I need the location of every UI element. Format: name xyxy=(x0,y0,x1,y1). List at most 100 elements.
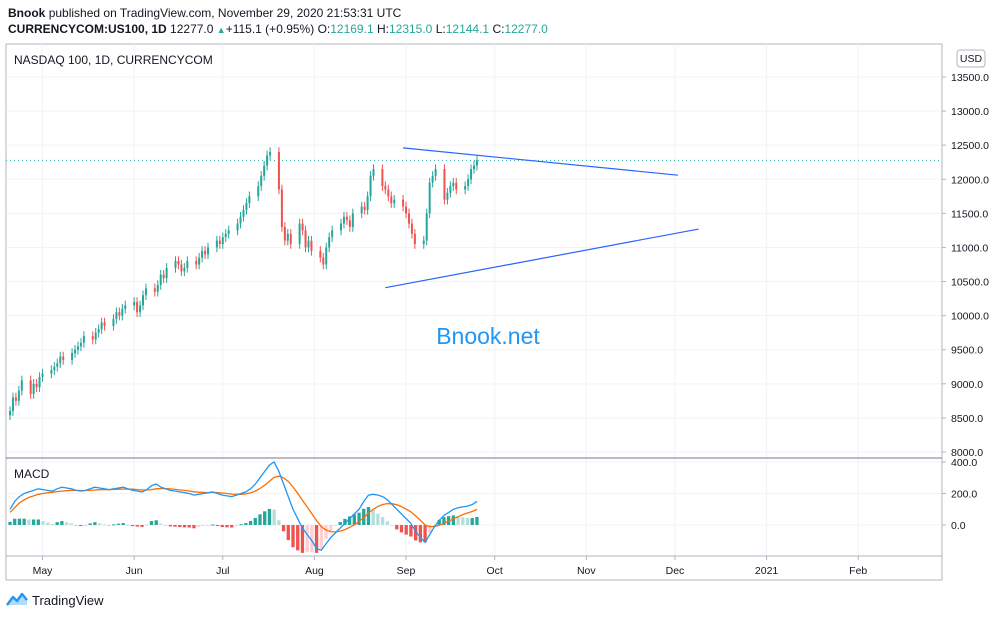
macd-histogram-bar xyxy=(390,525,394,526)
macd-histogram-bar xyxy=(27,519,31,525)
candle-body xyxy=(328,237,331,248)
price-tick-label: 9000.0 xyxy=(951,379,983,391)
candle-body xyxy=(41,373,44,377)
price-tick-label: 9500.0 xyxy=(951,345,983,357)
time-axis[interactable]: May Jun Jul Aug Sep Oct Nov Dec 2021 Feb xyxy=(33,556,868,577)
candle-body xyxy=(310,240,313,251)
macd-histogram-bar xyxy=(286,525,290,541)
candle-body xyxy=(59,356,62,364)
macd-histogram-bar xyxy=(423,525,427,543)
macd-histogram-bar xyxy=(69,523,73,525)
macd-histogram xyxy=(8,507,479,553)
candle-body xyxy=(413,233,416,245)
candle-body xyxy=(340,223,343,231)
candle-body xyxy=(239,216,242,224)
up-arrow-icon: ▲ xyxy=(216,25,226,35)
macd-histogram-bar xyxy=(409,525,413,537)
price-axis[interactable]: 13500.0 13000.0 12500.0 12000.0 11500.0 11000… xyxy=(942,72,989,459)
macd-title: MACD xyxy=(14,467,50,481)
candle-body xyxy=(103,322,106,326)
macd-histogram-bar xyxy=(178,525,182,528)
macd-histogram-bar xyxy=(305,525,309,553)
macd-histogram-bar xyxy=(159,523,163,525)
candle-body xyxy=(422,240,425,245)
macd-histogram-bar xyxy=(31,519,36,525)
candle-body xyxy=(207,247,210,255)
trendlines[interactable] xyxy=(385,147,699,289)
candle-body xyxy=(245,203,248,210)
macd-histogram-bar xyxy=(272,509,276,525)
tradingview-logo-icon xyxy=(6,592,28,609)
candle-body xyxy=(115,312,118,320)
candle-body xyxy=(384,186,387,190)
candle-body xyxy=(289,233,292,245)
candle-body xyxy=(248,196,251,204)
candle-body xyxy=(195,261,198,265)
candle-body xyxy=(410,223,413,234)
price-tick-label: 12000.0 xyxy=(951,174,989,186)
watermark: Bnook.net xyxy=(436,323,540,349)
macd-histogram-bar xyxy=(465,518,470,525)
price-tick-label: 13000.0 xyxy=(951,106,989,118)
open-label: O: xyxy=(317,22,331,36)
candle-body xyxy=(53,366,56,371)
candle-body xyxy=(201,250,204,258)
time-tick-label: Sep xyxy=(397,565,416,577)
macd-line xyxy=(9,461,478,551)
candle-body xyxy=(76,346,79,350)
open-value: 12169.1 xyxy=(330,22,374,36)
macd-histogram-bar xyxy=(22,518,26,525)
candle-body xyxy=(381,169,384,187)
candle-body xyxy=(141,295,144,306)
price-tick-label: 13500.0 xyxy=(951,72,989,84)
footer[interactable]: TradingView xyxy=(6,590,104,610)
macd-histogram-bar xyxy=(201,525,206,527)
candle-body xyxy=(139,305,142,313)
macd-histogram-bar xyxy=(197,525,201,528)
candle-body xyxy=(407,213,410,224)
macd-histogram-bar xyxy=(206,525,210,526)
candle-body xyxy=(153,288,156,292)
candle-body xyxy=(351,213,354,227)
macd-histogram-bar xyxy=(182,525,187,528)
currency-badge[interactable] xyxy=(956,49,986,68)
publisher-name[interactable]: Bnook xyxy=(8,6,46,20)
macd-histogram-bar xyxy=(366,507,371,525)
macd-histogram-bar xyxy=(79,525,83,526)
candle-body xyxy=(186,261,189,268)
candle-body xyxy=(177,261,180,265)
macd-histogram-bar xyxy=(60,521,64,525)
macd-histogram-bar xyxy=(437,519,441,525)
currency-label: USD xyxy=(960,53,983,65)
macd-histogram-bar xyxy=(102,524,106,526)
candle-body xyxy=(242,209,245,217)
candle-body xyxy=(263,165,266,176)
time-tick-label: Dec xyxy=(666,565,685,577)
trendline-upper xyxy=(403,147,678,176)
macd-tick-label: 200.0 xyxy=(951,489,977,501)
macd-histogram-bar xyxy=(338,522,342,525)
macd-histogram-bar xyxy=(121,523,125,525)
candle-body xyxy=(280,189,283,227)
macd-histogram-bar xyxy=(395,525,399,530)
price-tick-label: 8500.0 xyxy=(951,413,983,425)
candle-body xyxy=(62,356,65,360)
macd-histogram-bar xyxy=(442,517,446,525)
macd-histogram-bar xyxy=(300,525,305,553)
candle-body xyxy=(301,223,304,231)
macd-histogram-bar xyxy=(135,525,140,527)
candle-body xyxy=(97,329,100,333)
macd-histogram-bar xyxy=(314,525,319,553)
candle-body xyxy=(473,165,475,170)
time-tick-label: May xyxy=(33,565,54,577)
last-price: 12277.0 xyxy=(170,22,214,36)
macd-histogram-bar xyxy=(107,525,111,526)
candle-body xyxy=(50,370,53,374)
macd-histogram-bar xyxy=(112,524,116,526)
symbol-label: CURRENCYCOM:US100, 1D xyxy=(8,22,167,36)
macd-histogram-bar xyxy=(343,518,347,525)
candle-body xyxy=(204,250,207,255)
macd-histogram-bar xyxy=(380,517,385,525)
macd-axis[interactable]: 400.0 200.0 0.0 xyxy=(942,457,977,532)
